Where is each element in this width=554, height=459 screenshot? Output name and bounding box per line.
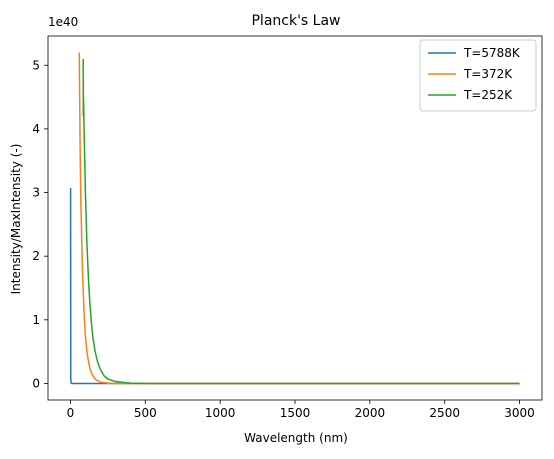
y-tick-label: 4 <box>32 122 40 136</box>
y-tick-label: 2 <box>32 249 40 263</box>
x-tick-label: 1500 <box>280 406 311 420</box>
axes-group: 0 500 1000 1500 2000 2500 3000 0 1 2 3 4 5 <box>32 35 543 420</box>
x-tick-label: 500 <box>134 406 157 420</box>
y-tick-label: 5 <box>32 58 40 72</box>
legend-label: T=372K <box>463 67 513 81</box>
legend-box <box>419 39 537 112</box>
x-tick-label: 3000 <box>504 406 535 420</box>
y-offset-label: 1e40 <box>48 15 78 29</box>
legend-label: T=252K <box>463 88 513 102</box>
y-tick-label: 0 <box>32 376 40 390</box>
x-tick-label: 0 <box>67 406 75 420</box>
plot-area <box>69 52 520 385</box>
x-tick-label: 2500 <box>429 406 460 420</box>
y-tick-label: 3 <box>32 186 40 200</box>
y-tick-label: 1 <box>32 313 40 327</box>
x-tick-label: 1000 <box>205 406 236 420</box>
series-line-0 <box>69 188 520 385</box>
chart-title: Planck's Law <box>251 13 340 29</box>
legend-label: T=5788K <box>463 46 521 60</box>
series-line-2 <box>82 58 520 385</box>
series-line-1 <box>78 52 520 385</box>
x-tick-label: 2000 <box>355 406 386 420</box>
legend: T=5788K T=372K T=252K <box>419 39 537 112</box>
x-axis-label: Wavelength (nm) <box>244 431 348 445</box>
y-axis-label: Intensity/MaxIntensity (-) <box>9 144 23 295</box>
